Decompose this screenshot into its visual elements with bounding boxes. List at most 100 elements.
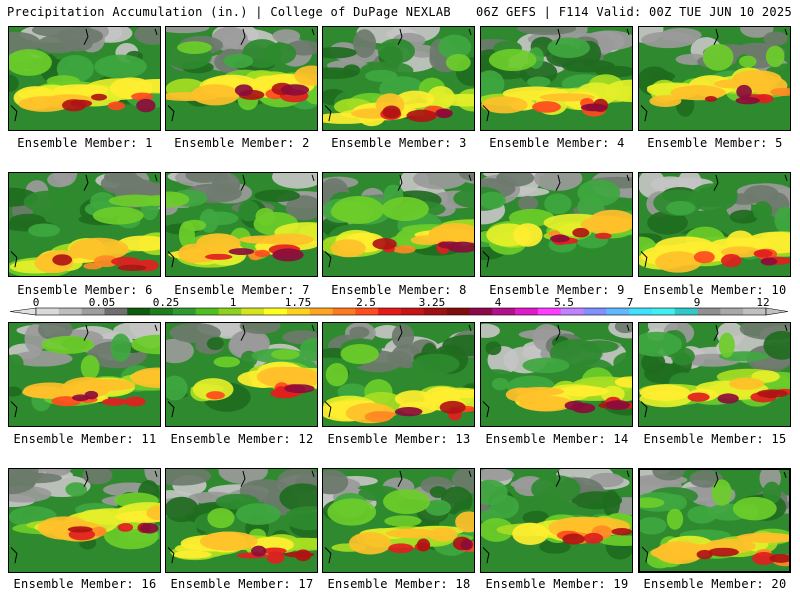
colorbar-swatch [651, 308, 676, 315]
colorbar-swatch [127, 308, 151, 315]
ensemble-member-label: Ensemble Member: 20 [643, 577, 787, 591]
ensemble-member-label: Ensemble Member: 10 [643, 283, 787, 297]
boundary-lines [167, 324, 315, 418]
colorbar-tick-label: 7 [626, 296, 634, 309]
boundary-lines [324, 174, 472, 268]
colorbar-swatch [515, 308, 539, 315]
precipitation-field [323, 323, 474, 426]
ensemble-member-map [480, 322, 633, 427]
precipitation-field [481, 323, 632, 426]
boundary-lines [324, 470, 472, 564]
boundary-lines [641, 471, 787, 563]
boundary-lines [482, 28, 630, 122]
colorbar-swatch [264, 308, 288, 315]
precipitation-field [9, 323, 160, 426]
boundary-lines [482, 174, 630, 268]
colorbar-tick-label: 9 [693, 296, 701, 309]
colorbar-right-arrow [765, 307, 789, 316]
ensemble-member-map [322, 322, 475, 427]
precipitation-field [481, 469, 632, 572]
precipitation-field [166, 173, 317, 276]
precipitation-field [166, 323, 317, 426]
colorbar-tick-label: 0 [32, 296, 40, 309]
boundary-lines [324, 324, 472, 418]
boundary-lines [10, 28, 158, 122]
colorbar-swatch [720, 308, 744, 315]
ensemble-member-map [638, 322, 791, 427]
colorbar-swatch [309, 308, 333, 315]
colorbar-swatch [697, 308, 721, 315]
precipitation-field [166, 27, 317, 130]
ensemble-member-label: Ensemble Member: 17 [170, 577, 314, 591]
ensemble-member-map [480, 468, 633, 573]
colorbar-tick-label: 2.5 [356, 296, 376, 309]
ensemble-member-label: Ensemble Member: 14 [485, 432, 629, 446]
colorbar-swatch [492, 308, 516, 315]
colorbar-swatch [150, 308, 174, 315]
colorbar-tick-label: 1.75 [284, 296, 312, 309]
colorbar-tick-label: 12 [756, 296, 770, 309]
colorbar-swatch [423, 308, 447, 315]
boundary-lines [482, 470, 630, 564]
ensemble-member-map [8, 26, 161, 131]
ensemble-member-label: Ensemble Member: 19 [485, 577, 629, 591]
boundary-lines [10, 324, 158, 418]
precipitation-field [9, 27, 160, 130]
colorbar-tick-label: 0.05 [88, 296, 116, 309]
ensemble-member-map [638, 468, 791, 573]
model-run-label: 06Z GEFS | F114 Valid: 00Z TUE JUN 10 20… [475, 5, 792, 19]
colorbar-tick-label: 1 [229, 296, 237, 309]
ensemble-member-label: Ensemble Member: 5 [647, 136, 783, 150]
ensemble-member-label: Ensemble Member: 9 [489, 283, 625, 297]
boundary-lines [167, 174, 315, 268]
ensemble-member-label: Ensemble Member: 11 [13, 432, 157, 446]
colorbar-swatch [218, 308, 242, 315]
colorbar-swatch [401, 308, 425, 315]
boundary-lines [482, 324, 630, 418]
colorbar-swatch [81, 308, 105, 315]
precipitation-field [323, 173, 474, 276]
colorbar-swatch [743, 308, 767, 315]
precipitation-field [639, 27, 790, 130]
colorbar-swatch [332, 308, 356, 315]
ensemble-member-label: Ensemble Member: 2 [174, 136, 310, 150]
colorbar-swatch [560, 308, 584, 315]
ensemble-member-label: Ensemble Member: 6 [17, 283, 153, 297]
boundary-lines [10, 470, 158, 564]
ensemble-member-map [8, 322, 161, 427]
ensemble-member-map [165, 468, 318, 573]
boundary-lines [10, 174, 158, 268]
ensemble-member-map [480, 172, 633, 277]
ensemble-member-label: Ensemble Member: 4 [489, 136, 625, 150]
boundary-lines [167, 28, 315, 122]
colorbar-swatch [286, 308, 311, 315]
ensemble-member-map [322, 26, 475, 131]
precipitation-field [640, 470, 789, 571]
colorbar-swatch [172, 308, 196, 315]
precipitation-field [9, 469, 160, 572]
colorbar-swatch [36, 308, 60, 315]
boundary-lines [640, 324, 788, 418]
ensemble-member-label: Ensemble Member: 16 [13, 577, 157, 591]
ensemble-member-label: Ensemble Member: 1 [17, 136, 153, 150]
precipitation-field [639, 173, 790, 276]
colorbar-left-arrow [9, 307, 37, 316]
colorbar-swatch [378, 308, 402, 315]
boundary-lines [640, 174, 788, 268]
colorbar-tick-label: 5.5 [554, 296, 574, 309]
ensemble-member-map [638, 26, 791, 131]
colorbar-swatch [446, 308, 470, 315]
ensemble-member-label: Ensemble Member: 8 [331, 283, 467, 297]
ensemble-member-map [480, 26, 633, 131]
colorbar-swatch [674, 308, 698, 315]
colorbar-swatch [629, 308, 653, 315]
precipitation-field [481, 27, 632, 130]
precipitation-colorbar [9, 307, 789, 316]
ensemble-member-map [322, 172, 475, 277]
ensemble-member-label: Ensemble Member: 18 [327, 577, 471, 591]
colorbar-swatch [355, 308, 379, 315]
colorbar-swatch [241, 308, 265, 315]
precipitation-field [166, 469, 317, 572]
ensemble-member-map [322, 468, 475, 573]
boundary-lines [324, 28, 472, 122]
